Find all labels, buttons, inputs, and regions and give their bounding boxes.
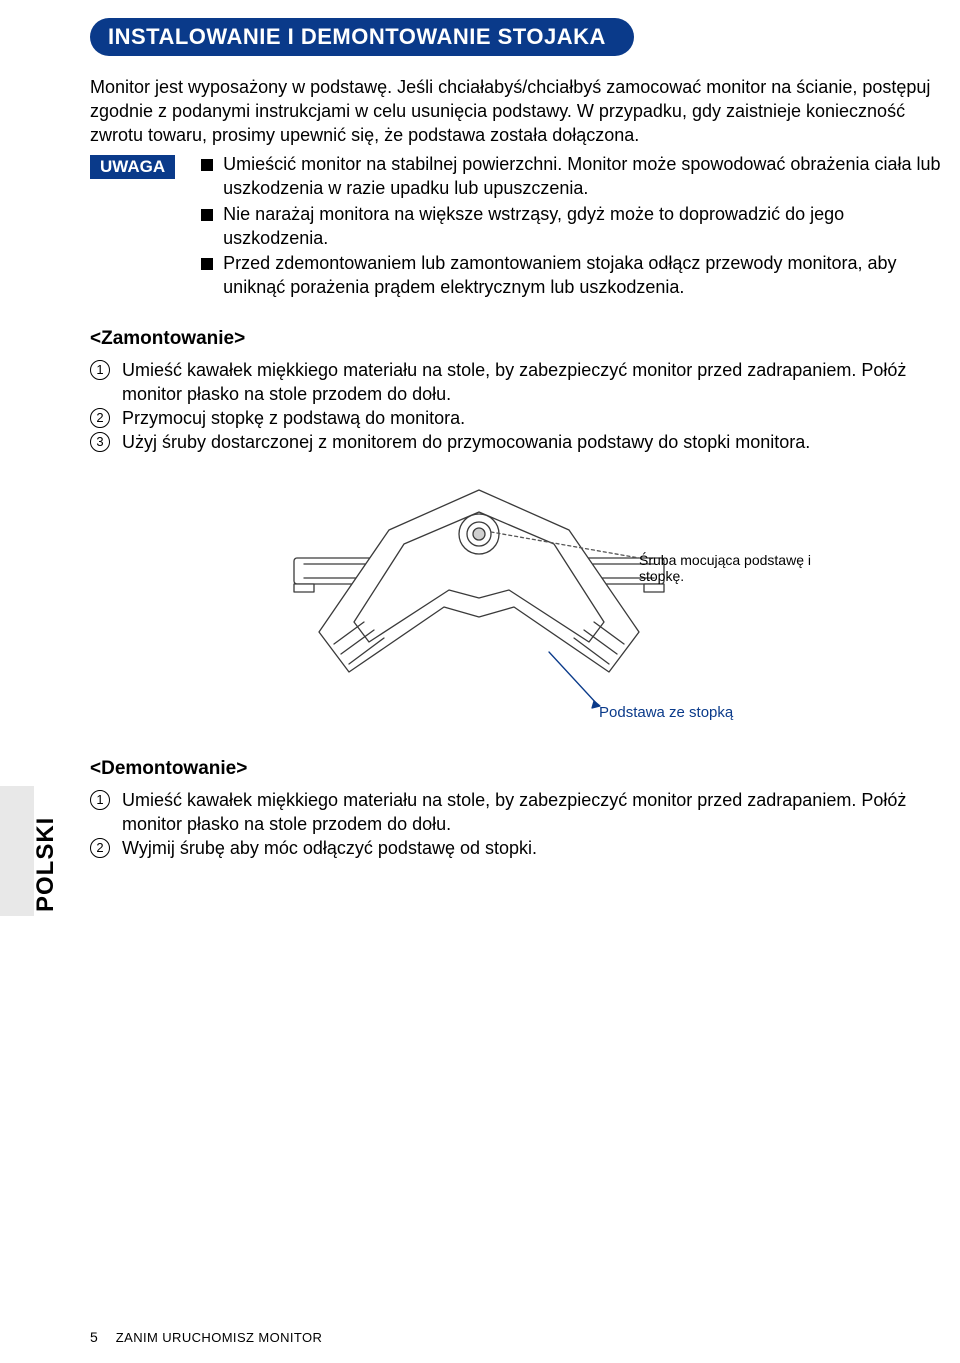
diagram-callout-screw: Śruba mocująca podstawę i stopkę.: [639, 552, 839, 584]
step-number-icon: 2: [90, 838, 110, 858]
step-text: Użyj śruby dostarczonej z monitorem do p…: [122, 430, 810, 454]
mounting-heading: <Zamontowanie>: [90, 328, 948, 350]
step-number-icon: 2: [90, 408, 110, 428]
notice-text: Umieścić monitor na stabilnej powierzchn…: [223, 153, 948, 201]
intro-paragraph: Monitor jest wyposażony w podstawę. Jeśl…: [90, 76, 948, 147]
square-bullet-icon: [201, 209, 213, 221]
notice-item: Nie narażaj monitora na większe wstrząsy…: [201, 203, 948, 251]
square-bullet-icon: [201, 258, 213, 270]
removal-steps: 1 Umieść kawałek miękkiego materiału na …: [90, 788, 948, 860]
removal-heading: <Demontowanie>: [90, 758, 948, 780]
language-label: POLSKI: [32, 817, 60, 912]
step-number-icon: 3: [90, 432, 110, 452]
notice-item: Przed zdemontowaniem lub zamontowaniem s…: [201, 252, 948, 300]
notice-text: Nie narażaj monitora na większe wstrząsy…: [223, 203, 948, 251]
step-row: 3 Użyj śruby dostarczonej z monitorem do…: [90, 430, 948, 454]
notice-bullet-list: Umieścić monitor na stabilnej powierzchn…: [201, 153, 948, 302]
mounting-steps: 1 Umieść kawałek miękkiego materiału na …: [90, 358, 948, 454]
step-text: Umieść kawałek miękkiego materiału na st…: [122, 788, 948, 836]
stand-diagram-svg: [199, 472, 839, 732]
diagram-callout-base: Podstawa ze stopką: [599, 704, 733, 721]
square-bullet-icon: [201, 159, 213, 171]
notice-item: Umieścić monitor na stabilnej powierzchn…: [201, 153, 948, 201]
step-text: Przymocuj stopkę z podstawą do monitora.: [122, 406, 465, 430]
step-row: 1 Umieść kawałek miękkiego materiału na …: [90, 358, 948, 406]
step-text: Wyjmij śrubę aby móc odłączyć podstawę o…: [122, 836, 537, 860]
stand-diagram: Śruba mocująca podstawę i stopkę. Podsta…: [199, 472, 839, 732]
page: INSTALOWANIE I DEMONTOWANIE STOJAKA Moni…: [0, 0, 960, 1363]
page-footer: 5 ZANIM URUCHOMISZ MONITOR: [90, 1329, 322, 1345]
footer-title: ZANIM URUCHOMISZ MONITOR: [116, 1330, 323, 1345]
page-number: 5: [90, 1329, 98, 1345]
notice-text: Przed zdemontowaniem lub zamontowaniem s…: [223, 252, 948, 300]
language-side-tab: POLSKI: [0, 786, 34, 916]
step-number-icon: 1: [90, 790, 110, 810]
notice-row: UWAGA Umieścić monitor na stabilnej powi…: [90, 153, 948, 302]
section-title-banner: INSTALOWANIE I DEMONTOWANIE STOJAKA: [90, 18, 634, 56]
step-number-icon: 1: [90, 360, 110, 380]
step-row: 2 Wyjmij śrubę aby móc odłączyć podstawę…: [90, 836, 948, 860]
notice-badge: UWAGA: [90, 155, 175, 179]
step-row: 1 Umieść kawałek miękkiego materiału na …: [90, 788, 948, 836]
step-row: 2 Przymocuj stopkę z podstawą do monitor…: [90, 406, 948, 430]
step-text: Umieść kawałek miękkiego materiału na st…: [122, 358, 948, 406]
